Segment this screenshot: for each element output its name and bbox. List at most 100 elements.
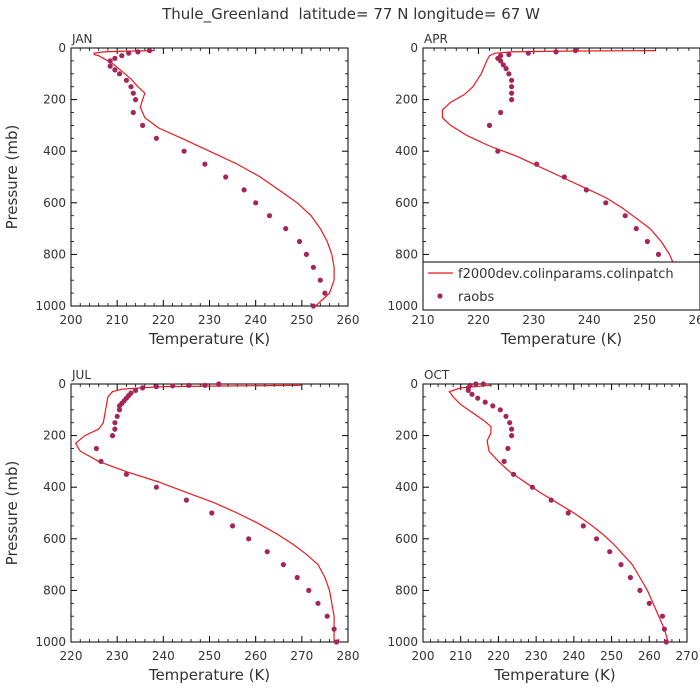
obs-point bbox=[503, 413, 509, 419]
obs-point bbox=[572, 48, 579, 54]
obs-point bbox=[223, 174, 229, 180]
obs-point bbox=[486, 122, 493, 128]
y-tick-label: 1000 bbox=[387, 635, 418, 649]
y-tick-label: 0 bbox=[58, 41, 66, 55]
obs-point bbox=[565, 510, 571, 516]
obs-point bbox=[153, 484, 159, 490]
legend-model-label: f2000dev.colinparams.colinpatch bbox=[458, 267, 674, 282]
obs-point bbox=[500, 62, 506, 68]
y-tick-label: 800 bbox=[43, 583, 66, 597]
x-tick-label: 220 bbox=[152, 313, 175, 327]
obs-point bbox=[183, 497, 189, 503]
obs-point bbox=[280, 562, 286, 568]
y-tick-label: 0 bbox=[58, 377, 66, 391]
obs-point bbox=[181, 148, 187, 154]
x-tick-label: 200 bbox=[412, 649, 435, 663]
legend-point-swatch bbox=[437, 293, 443, 299]
obs-point bbox=[264, 549, 270, 555]
obs-point bbox=[294, 574, 300, 581]
obs-point bbox=[509, 433, 515, 439]
obs-point bbox=[497, 407, 503, 413]
x-tick-label: 240 bbox=[578, 313, 601, 327]
obs-point bbox=[622, 213, 628, 219]
x-axis-title: Temperature (K) bbox=[148, 666, 270, 684]
model-series-line bbox=[441, 50, 679, 306]
y-tick-label: 400 bbox=[43, 144, 66, 158]
obs-point bbox=[509, 97, 515, 103]
obs-point bbox=[553, 49, 559, 55]
obs-point bbox=[112, 67, 118, 73]
obs-point bbox=[510, 471, 517, 477]
obs-point bbox=[506, 71, 512, 77]
x-tick-label: 250 bbox=[198, 649, 221, 663]
obs-point bbox=[109, 433, 116, 439]
obs-point bbox=[607, 549, 613, 555]
obs-point bbox=[266, 213, 273, 219]
x-axis-title: Temperature (K) bbox=[148, 330, 270, 348]
obs-point bbox=[525, 50, 531, 56]
obs-point bbox=[498, 109, 504, 116]
y-tick-label: 200 bbox=[395, 429, 418, 443]
y-tick-label: 1000 bbox=[35, 635, 66, 649]
obs-point bbox=[465, 387, 471, 393]
model-series-line bbox=[448, 384, 669, 642]
obs-point bbox=[501, 458, 507, 464]
y-tick-label: 200 bbox=[395, 93, 418, 107]
obs-point bbox=[482, 399, 488, 405]
panel-jul: 220 230 240 250 260 270 280 0 200 400 600 800 1000 Te… bbox=[3, 368, 359, 684]
obs-point bbox=[209, 510, 215, 516]
x-tick-label: 250 bbox=[633, 313, 656, 327]
obs-point bbox=[548, 497, 554, 503]
obs-point bbox=[123, 471, 129, 477]
x-tick-label: 250 bbox=[290, 313, 313, 327]
obs-point bbox=[580, 523, 586, 529]
x-tick-label: 220 bbox=[487, 649, 510, 663]
obs-point bbox=[310, 303, 316, 309]
obs-point bbox=[529, 484, 536, 490]
plot-frame bbox=[70, 47, 349, 307]
legend-box bbox=[422, 261, 700, 311]
x-axis-title: Temperature (K) bbox=[500, 330, 622, 348]
y-tick-label: 600 bbox=[395, 532, 418, 546]
obs-point bbox=[241, 187, 247, 193]
obs-point bbox=[534, 161, 540, 167]
x-axis-title: Temperature (K) bbox=[493, 666, 615, 684]
panel-apr: 210 220 230 240 250 260 0 200 400 600 800 1000 Tempe… bbox=[387, 32, 700, 348]
obs-point bbox=[296, 238, 303, 245]
obs-point bbox=[583, 187, 590, 193]
y-tick-label: 200 bbox=[43, 429, 66, 443]
obs-point bbox=[133, 387, 139, 393]
figure-title: Thule_Greenland latitude= 77 N longitude… bbox=[161, 5, 540, 24]
obs-point bbox=[130, 90, 136, 96]
obs-point bbox=[107, 58, 113, 64]
x-tick-label: 230 bbox=[525, 649, 548, 663]
obs-point bbox=[509, 90, 515, 96]
x-tick-label: 280 bbox=[337, 649, 360, 663]
obs-point bbox=[119, 53, 125, 59]
obs-point bbox=[475, 395, 481, 401]
obs-point bbox=[322, 290, 328, 296]
obs-point bbox=[123, 77, 129, 83]
obs-point bbox=[561, 174, 567, 180]
obs-point bbox=[246, 536, 252, 542]
legend-obs-label: raobs bbox=[458, 290, 495, 305]
panel-label: JUL bbox=[71, 368, 91, 382]
obs-point bbox=[498, 58, 504, 64]
x-tick-label: 240 bbox=[562, 649, 585, 663]
obs-point bbox=[116, 71, 123, 77]
y-tick-label: 800 bbox=[395, 583, 418, 597]
obs-point bbox=[503, 66, 509, 72]
panel-oct: 200 210 220 230 240 250 260 270 0 200 400 600 800 100… bbox=[387, 368, 698, 684]
obs-point bbox=[507, 420, 513, 426]
obs-point bbox=[333, 639, 340, 645]
obs-point bbox=[659, 613, 666, 619]
y-tick-label: 600 bbox=[43, 196, 66, 210]
obs-point bbox=[310, 264, 316, 270]
y-tick-label: 400 bbox=[395, 480, 418, 494]
x-tick-label: 200 bbox=[60, 313, 83, 327]
y-tick-label: 600 bbox=[43, 532, 66, 546]
obs-point bbox=[116, 407, 123, 413]
x-tick-label: 260 bbox=[689, 313, 700, 327]
obs-point bbox=[306, 587, 312, 594]
